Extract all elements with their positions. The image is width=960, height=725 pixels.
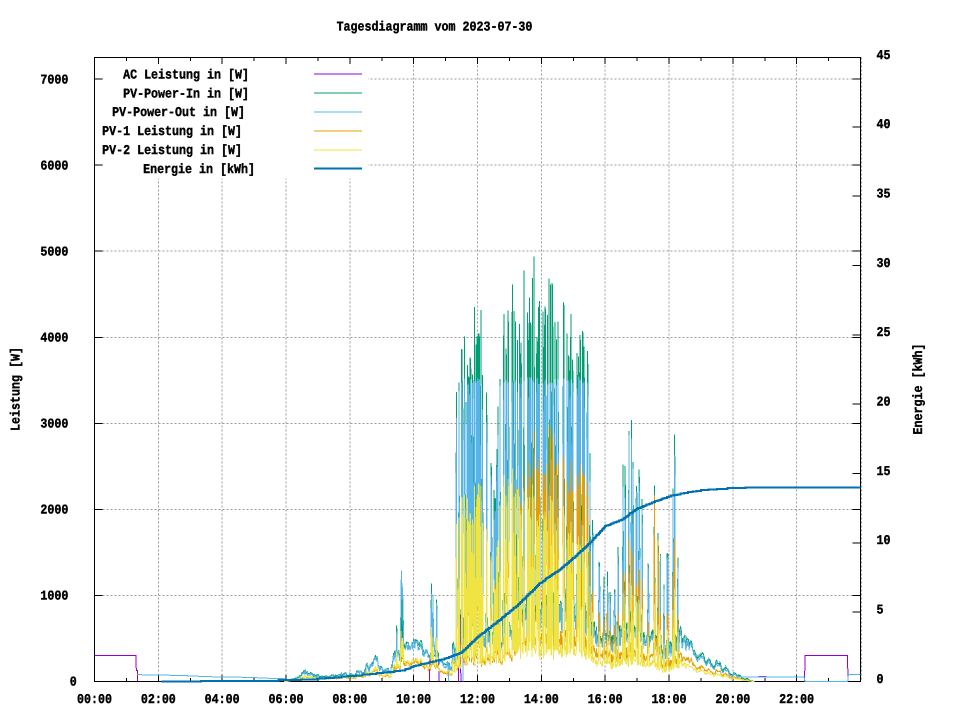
svg-text:Energie in [kWh]: Energie in [kWh]	[143, 161, 255, 177]
svg-text:10:00: 10:00	[396, 692, 431, 708]
svg-text:7000: 7000	[40, 72, 68, 88]
svg-text:3000: 3000	[40, 416, 68, 432]
svg-text:08:00: 08:00	[332, 692, 367, 708]
svg-text:PV-Power-In in [W]: PV-Power-In in [W]	[123, 86, 249, 102]
svg-text:20:00: 20:00	[715, 692, 750, 708]
svg-text:16:00: 16:00	[588, 692, 623, 708]
svg-text:Tagesdiagramm vom 2023-07-30: Tagesdiagramm vom 2023-07-30	[337, 19, 533, 35]
svg-text:35: 35	[877, 186, 891, 202]
svg-text:25: 25	[877, 325, 891, 341]
svg-text:20: 20	[877, 394, 891, 410]
svg-text:30: 30	[877, 255, 891, 271]
svg-text:15: 15	[877, 463, 891, 479]
svg-text:0: 0	[70, 674, 77, 690]
svg-text:18:00: 18:00	[652, 692, 687, 708]
svg-text:5: 5	[877, 602, 884, 618]
svg-text:PV-1 Leistung in [W]: PV-1 Leistung in [W]	[102, 124, 242, 140]
svg-text:06:00: 06:00	[269, 692, 304, 708]
svg-text:02:00: 02:00	[141, 692, 176, 708]
svg-text:04:00: 04:00	[205, 692, 240, 708]
svg-text:40: 40	[877, 117, 891, 133]
svg-text:5000: 5000	[40, 244, 68, 260]
svg-text:PV-2 Leistung in [W]: PV-2 Leistung in [W]	[102, 143, 242, 159]
svg-text:14:00: 14:00	[524, 692, 559, 708]
svg-text:4000: 4000	[40, 330, 68, 346]
svg-text:0: 0	[877, 671, 884, 687]
svg-text:12:00: 12:00	[460, 692, 495, 708]
svg-text:00:00: 00:00	[77, 692, 112, 708]
svg-text:Energie [kWh]: Energie [kWh]	[911, 344, 927, 435]
svg-text:AC Leistung in [W]: AC Leistung in [W]	[123, 67, 249, 83]
svg-text:10: 10	[877, 533, 891, 549]
svg-text:PV-Power-Out in [W]: PV-Power-Out in [W]	[112, 105, 245, 121]
svg-text:22:00: 22:00	[779, 692, 814, 708]
svg-text:1000: 1000	[40, 588, 68, 604]
svg-text:Leistung [W]: Leistung [W]	[8, 347, 24, 431]
svg-text:2000: 2000	[40, 502, 68, 518]
svg-text:45: 45	[877, 47, 891, 63]
svg-text:6000: 6000	[40, 158, 68, 174]
